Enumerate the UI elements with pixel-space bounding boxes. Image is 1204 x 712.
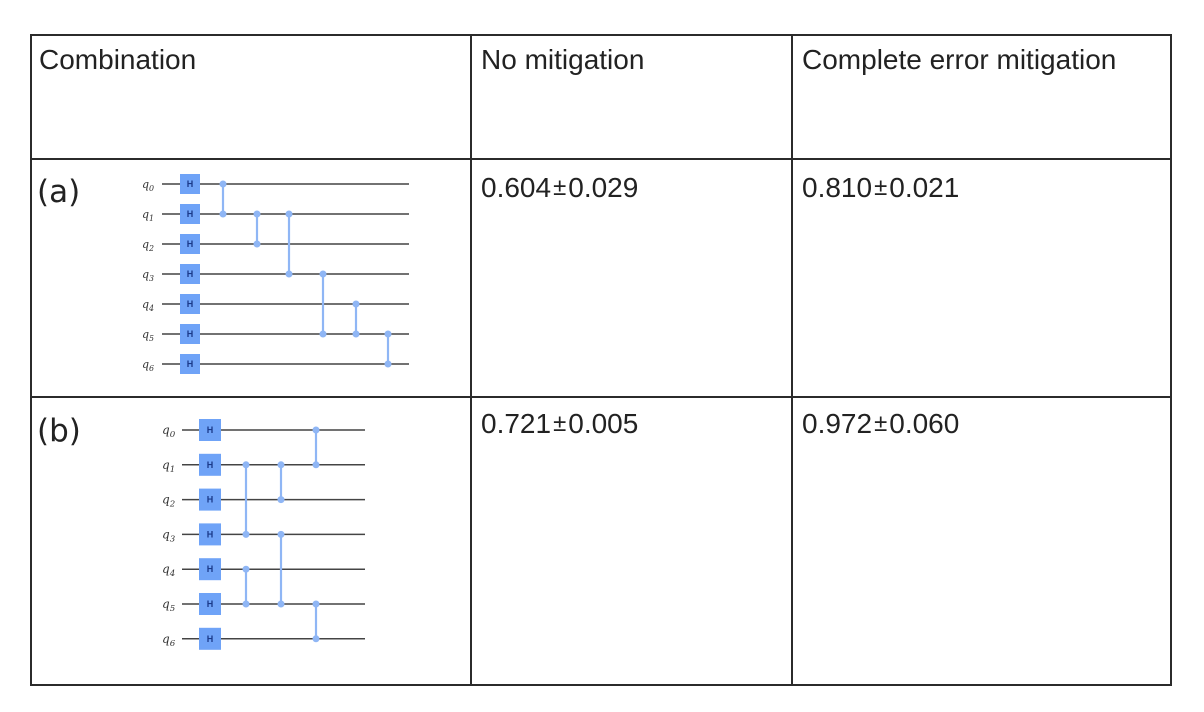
qubit-label: q2 xyxy=(162,493,175,510)
qubit-label: q4 xyxy=(142,298,154,313)
error: 0.060 xyxy=(889,408,960,439)
qubit-label: q0 xyxy=(162,423,176,440)
value: 0.604 xyxy=(481,172,552,203)
row-label-b: (b) xyxy=(37,413,81,449)
header-combination: Combination xyxy=(39,44,197,75)
qubit-label: q6 xyxy=(162,632,176,649)
hadamard-gate xyxy=(180,354,200,374)
gate-label: H xyxy=(187,269,194,279)
hadamard-gate xyxy=(180,174,200,194)
cz-control-dot xyxy=(253,210,261,218)
gate-label: H xyxy=(207,425,214,435)
hadamard-gate xyxy=(199,558,221,581)
qubit-label: q3 xyxy=(162,527,176,544)
gate-label: H xyxy=(187,329,194,339)
cz-control-dot xyxy=(319,270,327,278)
cz-control-dot xyxy=(285,210,293,218)
cz-control-dot xyxy=(277,600,285,608)
cz-control-dot xyxy=(285,270,293,278)
cz-control-dot xyxy=(352,300,360,308)
cz-control-dot xyxy=(312,600,320,608)
hadamard-gate xyxy=(199,488,221,511)
qubit-label: q3 xyxy=(142,268,154,283)
gate-label: H xyxy=(187,359,194,369)
row-label-a: (a) xyxy=(37,174,81,210)
table-border-right xyxy=(1170,34,1172,686)
hadamard-gate xyxy=(199,453,221,476)
gate-label: H xyxy=(187,239,194,249)
table-column-divider xyxy=(470,34,472,686)
gate-label: H xyxy=(207,564,214,574)
qubit-label: q5 xyxy=(162,597,175,614)
cz-control-dot xyxy=(253,240,261,248)
cz-control-dot xyxy=(312,635,320,643)
results-table: Combination No mitigation Complete error… xyxy=(30,34,1172,686)
gate-label: H xyxy=(207,460,214,470)
qubit-label: q5 xyxy=(142,328,154,343)
qubit-label: q1 xyxy=(142,208,154,223)
cz-control-dot xyxy=(277,530,285,538)
qubit-label: q0 xyxy=(142,178,154,193)
header-complete-mitigation: Complete error mitigation xyxy=(802,44,1117,75)
cz-control-dot xyxy=(312,426,320,434)
value-cell-a-no-mitigation: 0.604±0.029 xyxy=(481,174,638,202)
error: 0.029 xyxy=(568,172,639,203)
cz-control-dot xyxy=(219,180,227,188)
qubit-label: q2 xyxy=(142,238,154,253)
cz-control-dot xyxy=(384,330,392,338)
gate-label: H xyxy=(207,599,214,609)
cz-control-dot xyxy=(384,360,392,368)
plus-minus-sign: ± xyxy=(874,410,888,437)
hadamard-gate xyxy=(180,324,200,344)
hadamard-gate xyxy=(199,419,221,441)
table-column-divider xyxy=(791,34,793,686)
hadamard-gate xyxy=(199,523,221,546)
error: 0.021 xyxy=(889,172,960,203)
qubit-label: q4 xyxy=(162,562,175,579)
cz-control-dot xyxy=(277,496,285,504)
cz-control-dot xyxy=(242,461,250,469)
gate-label: H xyxy=(207,495,214,505)
qubit-label: q1 xyxy=(162,458,175,475)
table-row-divider xyxy=(30,396,1172,398)
cz-control-dot xyxy=(242,600,250,608)
value: 0.972 xyxy=(802,408,873,439)
cz-control-dot xyxy=(319,330,327,338)
hadamard-gate xyxy=(180,204,200,224)
error: 0.005 xyxy=(568,408,639,439)
cz-control-dot xyxy=(352,330,360,338)
cz-control-dot xyxy=(277,461,285,469)
value-cell-b-no-mitigation: 0.721±0.005 xyxy=(481,410,638,438)
table-border-top xyxy=(30,34,1172,36)
qubit-label: q6 xyxy=(142,358,154,373)
table-row-divider xyxy=(30,158,1172,160)
quantum-circuit-b: q0 Hq1 Hq2 Hq3 Hq4 Hq5 Hq6 H xyxy=(162,419,365,650)
hadamard-gate xyxy=(180,294,200,314)
gate-label: H xyxy=(207,529,214,539)
plus-minus-sign: ± xyxy=(553,174,567,201)
plus-minus-sign: ± xyxy=(553,410,567,437)
quantum-circuit-a: q0 Hq1 Hq2 Hq3 Hq4 Hq5 Hq6 H xyxy=(142,174,409,374)
table-border-left xyxy=(30,34,32,686)
hadamard-gate xyxy=(199,627,221,650)
hadamard-gate xyxy=(180,234,200,254)
value: 0.721 xyxy=(481,408,552,439)
gate-label: H xyxy=(187,299,194,309)
gate-label: H xyxy=(187,179,194,189)
value: 0.810 xyxy=(802,172,873,203)
cz-control-dot xyxy=(219,210,227,218)
cz-control-dot xyxy=(242,565,250,573)
cz-control-dot xyxy=(312,461,320,469)
gate-label: H xyxy=(187,209,194,219)
gate-label: H xyxy=(207,634,214,644)
plus-minus-sign: ± xyxy=(874,174,888,201)
hadamard-gate xyxy=(180,264,200,284)
table-border-bottom xyxy=(30,684,1172,686)
cz-control-dot xyxy=(242,530,250,538)
hadamard-gate xyxy=(199,593,221,615)
value-cell-a-complete-mitigation: 0.810±0.021 xyxy=(802,174,959,202)
value-cell-b-complete-mitigation: 0.972±0.060 xyxy=(802,410,959,438)
header-no-mitigation: No mitigation xyxy=(481,44,645,75)
